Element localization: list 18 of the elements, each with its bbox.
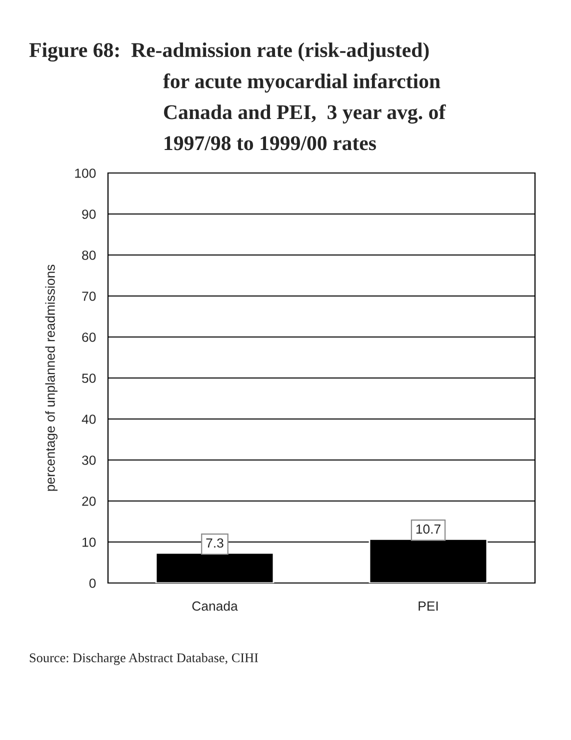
y-tick-label: 100 [75,168,96,178]
y-tick-label: 90 [82,210,96,219]
data-label: 10.7 [416,524,440,534]
source-note: Source: Discharge Abstract Database, CIHI [30,653,258,665]
y-tick-label: 0 [89,578,96,588]
data-label: 7.3 [206,538,224,548]
y-tick-label: 70 [82,292,96,301]
y-tick-label: 50 [82,374,96,383]
y-axis-title: percentage of unplanned readmissions [45,264,58,491]
y-tick-label: 80 [82,250,96,260]
y-tick-label: 10 [82,538,96,547]
chart-title: Figure 68: Re-admission rate (risk-adjusted) for acute myocardial infarction Canada and PEI, 3 year avg. of 1997/98 to 1999/00 rates [29,42,446,150]
y-tick-label: 40 [82,414,96,424]
x-tick-label: PEI [418,602,438,611]
x-tick-label: Canada [192,601,238,611]
y-tick-label: 30 [82,456,96,465]
y-tick-label: 60 [82,332,96,342]
y-tick-label: 20 [82,496,96,506]
